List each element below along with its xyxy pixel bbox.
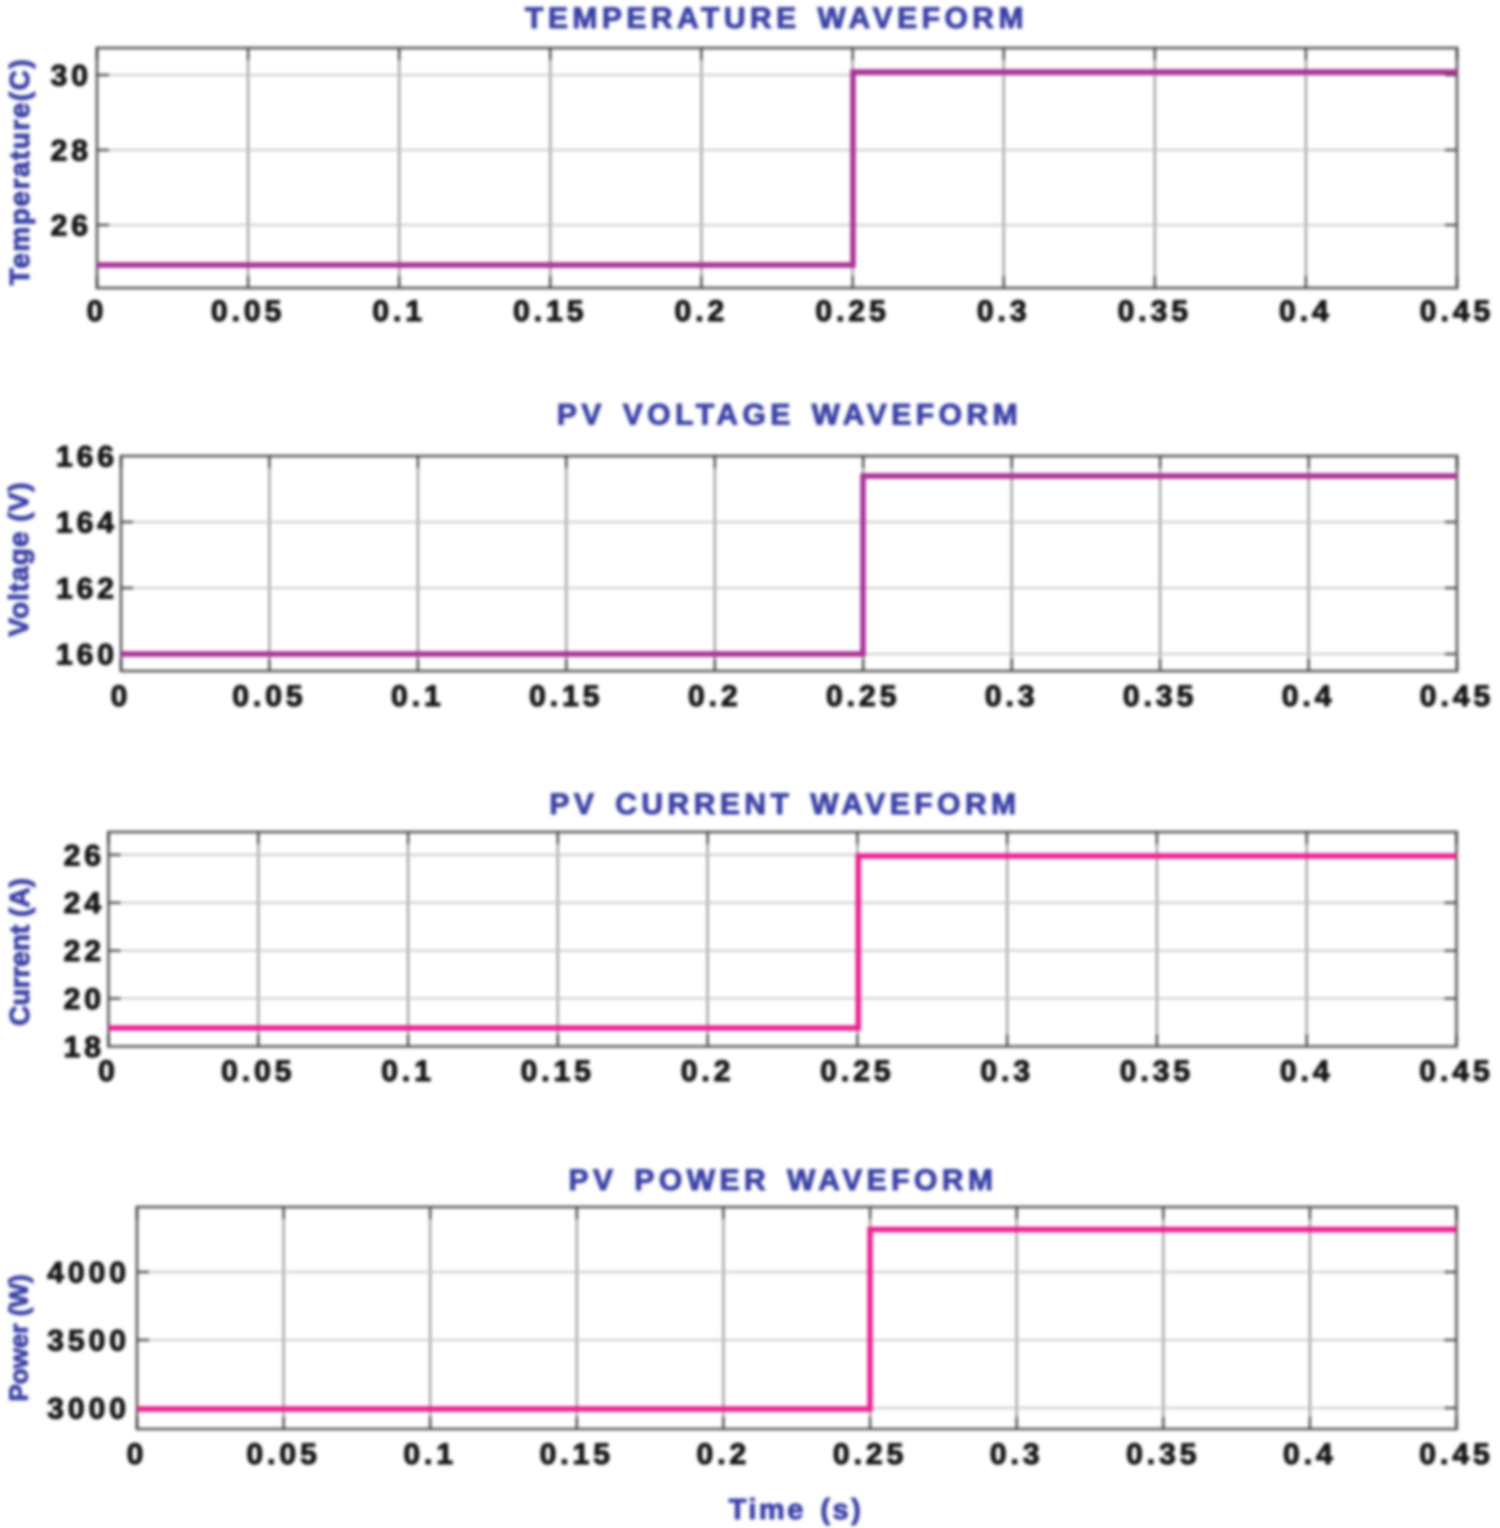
svg-text:0.2: 0.2 <box>681 1055 735 1088</box>
svg-text:0.2: 0.2 <box>675 295 729 328</box>
svg-text:0.4: 0.4 <box>1280 1055 1334 1088</box>
svg-text:164: 164 <box>56 507 118 540</box>
svg-text:0.25: 0.25 <box>815 295 889 328</box>
svg-text:0.45: 0.45 <box>1419 1438 1493 1471</box>
svg-text:0.35: 0.35 <box>1126 1438 1200 1471</box>
svg-text:0.05: 0.05 <box>246 1438 320 1471</box>
svg-text:0.2: 0.2 <box>688 680 742 713</box>
svg-text:PV CURRENT WAVEFORM: PV CURRENT WAVEFORM <box>549 788 1020 821</box>
svg-text:0.35: 0.35 <box>1120 1055 1194 1088</box>
svg-text:0.3: 0.3 <box>985 680 1039 713</box>
svg-text:22: 22 <box>64 935 105 968</box>
svg-text:0.15: 0.15 <box>521 1055 595 1088</box>
svg-text:0.35: 0.35 <box>1118 295 1192 328</box>
svg-text:0.25: 0.25 <box>820 1055 894 1088</box>
svg-text:28: 28 <box>51 135 92 168</box>
svg-text:PV VOLTAGE WAVEFORM: PV VOLTAGE WAVEFORM <box>557 399 1022 432</box>
svg-text:0.35: 0.35 <box>1123 680 1197 713</box>
svg-text:PV POWER WAVEFORM: PV POWER WAVEFORM <box>569 1164 998 1197</box>
svg-text:0.45: 0.45 <box>1420 295 1494 328</box>
svg-text:0.3: 0.3 <box>980 1055 1034 1088</box>
svg-text:4000: 4000 <box>47 1257 130 1290</box>
svg-text:0: 0 <box>98 1055 119 1088</box>
svg-text:Time (s): Time (s) <box>729 1494 864 1526</box>
svg-text:3500: 3500 <box>47 1325 130 1358</box>
svg-text:0.15: 0.15 <box>540 1438 614 1471</box>
svg-text:0.45: 0.45 <box>1420 680 1494 713</box>
svg-text:0.45: 0.45 <box>1419 1055 1493 1088</box>
svg-text:Current (A): Current (A) <box>4 878 35 1026</box>
svg-text:166: 166 <box>56 441 118 474</box>
svg-text:0: 0 <box>111 680 132 713</box>
svg-text:18: 18 <box>64 1031 105 1064</box>
svg-text:0.2: 0.2 <box>697 1438 751 1471</box>
svg-text:0: 0 <box>87 295 108 328</box>
svg-text:0.15: 0.15 <box>513 295 587 328</box>
svg-text:0.25: 0.25 <box>833 1438 907 1471</box>
svg-text:0.15: 0.15 <box>529 680 603 713</box>
svg-text:Temperature(C): Temperature(C) <box>4 58 35 285</box>
svg-text:0.05: 0.05 <box>232 680 306 713</box>
svg-text:26: 26 <box>64 839 105 872</box>
svg-text:0.05: 0.05 <box>211 295 285 328</box>
svg-text:0.3: 0.3 <box>990 1438 1044 1471</box>
svg-text:0: 0 <box>127 1438 148 1471</box>
svg-text:Power (W): Power (W) <box>4 1274 34 1401</box>
svg-text:26: 26 <box>51 210 92 243</box>
svg-text:0.1: 0.1 <box>372 295 426 328</box>
svg-text:162: 162 <box>56 573 118 606</box>
svg-text:0.1: 0.1 <box>381 1055 435 1088</box>
svg-text:0.25: 0.25 <box>826 680 900 713</box>
svg-text:0.1: 0.1 <box>391 680 445 713</box>
svg-text:0.05: 0.05 <box>221 1055 295 1088</box>
svg-text:0.4: 0.4 <box>1282 680 1336 713</box>
svg-text:30: 30 <box>51 60 92 93</box>
svg-text:TEMPERATURE WAVEFORM: TEMPERATURE WAVEFORM <box>525 2 1028 35</box>
svg-text:24: 24 <box>64 887 105 920</box>
svg-text:0.4: 0.4 <box>1283 1438 1337 1471</box>
svg-text:3000: 3000 <box>47 1393 130 1426</box>
svg-text:0.1: 0.1 <box>403 1438 457 1471</box>
svg-text:160: 160 <box>56 639 118 672</box>
svg-text:Voltage (V): Voltage (V) <box>3 481 34 636</box>
svg-text:0.4: 0.4 <box>1279 295 1333 328</box>
svg-text:0.3: 0.3 <box>977 295 1031 328</box>
svg-text:20: 20 <box>64 983 105 1016</box>
